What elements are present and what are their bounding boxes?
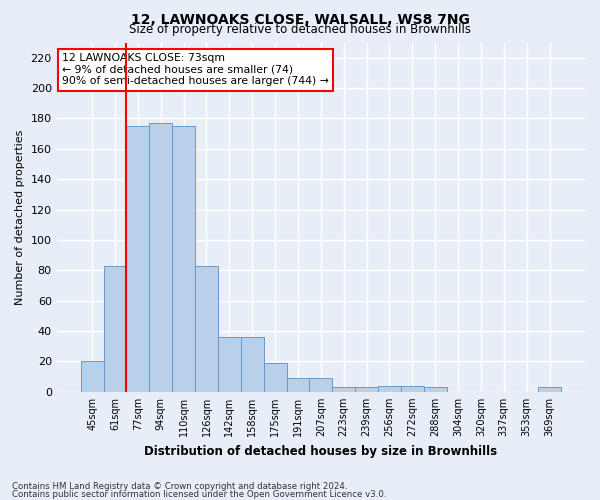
- Bar: [538, 387, 561, 392]
- Text: 12, LAWNOAKS CLOSE, WALSALL, WS8 7NG: 12, LAWNOAKS CLOSE, WALSALL, WS8 7NG: [131, 12, 469, 26]
- X-axis label: Distribution of detached houses by size in Brownhills: Distribution of detached houses by size …: [144, 444, 497, 458]
- Bar: [149, 123, 172, 392]
- Text: Size of property relative to detached houses in Brownhills: Size of property relative to detached ho…: [129, 22, 471, 36]
- Bar: [378, 386, 401, 392]
- Bar: [355, 387, 378, 392]
- Bar: [172, 126, 195, 392]
- Bar: [241, 337, 263, 392]
- Text: Contains HM Land Registry data © Crown copyright and database right 2024.: Contains HM Land Registry data © Crown c…: [12, 482, 347, 491]
- Y-axis label: Number of detached properties: Number of detached properties: [15, 130, 25, 305]
- Bar: [424, 387, 446, 392]
- Bar: [80, 362, 104, 392]
- Bar: [104, 266, 127, 392]
- Bar: [332, 387, 355, 392]
- Bar: [287, 378, 310, 392]
- Bar: [195, 266, 218, 392]
- Bar: [127, 126, 149, 392]
- Text: Contains public sector information licensed under the Open Government Licence v3: Contains public sector information licen…: [12, 490, 386, 499]
- Bar: [263, 363, 287, 392]
- Bar: [310, 378, 332, 392]
- Text: 12 LAWNOAKS CLOSE: 73sqm
← 9% of detached houses are smaller (74)
90% of semi-de: 12 LAWNOAKS CLOSE: 73sqm ← 9% of detache…: [62, 53, 329, 86]
- Bar: [401, 386, 424, 392]
- Bar: [218, 337, 241, 392]
